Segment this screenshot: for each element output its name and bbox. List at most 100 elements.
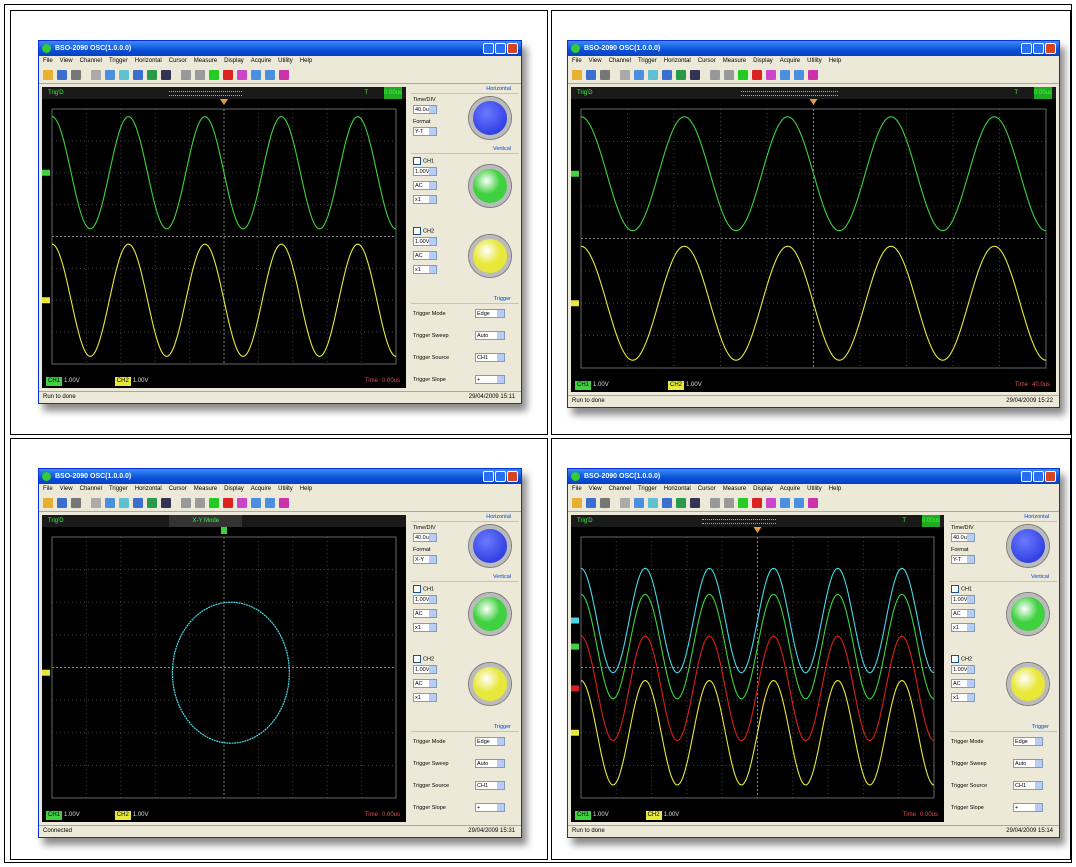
window-button[interactable] — [1045, 471, 1056, 482]
tool-button[interactable] — [724, 70, 734, 80]
menu-item[interactable]: Trigger — [109, 486, 128, 492]
tool-button[interactable] — [105, 70, 115, 80]
tool-button[interactable] — [620, 498, 630, 508]
select[interactable]: AC — [951, 679, 975, 688]
menu-item[interactable]: Channel — [609, 58, 631, 64]
menu-item[interactable]: Cursor — [169, 486, 187, 492]
menu-item[interactable]: Display — [224, 486, 244, 492]
volt-knob[interactable] — [469, 235, 511, 277]
select[interactable]: AC — [413, 251, 437, 260]
menu-item[interactable]: Display — [753, 486, 773, 492]
tool-button[interactable] — [91, 498, 101, 508]
select[interactable]: Edge — [1013, 737, 1043, 746]
tool-button[interactable] — [572, 70, 582, 80]
tool-button[interactable] — [752, 498, 762, 508]
tool-button[interactable] — [133, 70, 143, 80]
tool-button[interactable] — [648, 70, 658, 80]
tool-button[interactable] — [237, 498, 247, 508]
select[interactable]: AC — [413, 181, 437, 190]
menu-item[interactable]: Channel — [80, 58, 102, 64]
window-button[interactable] — [1033, 471, 1044, 482]
channel-check[interactable]: CH2 — [413, 655, 434, 663]
tool-button[interactable] — [808, 498, 818, 508]
window-button[interactable] — [1021, 43, 1032, 54]
volt-knob[interactable] — [1007, 663, 1049, 705]
menu-item[interactable]: Trigger — [638, 58, 657, 64]
tool-button[interactable] — [265, 498, 275, 508]
select[interactable]: x1 — [413, 195, 437, 204]
tool-button[interactable] — [57, 498, 67, 508]
menu-item[interactable]: Utility — [278, 486, 293, 492]
tool-button[interactable] — [586, 70, 596, 80]
tool-button[interactable] — [237, 70, 247, 80]
tool-button[interactable] — [161, 70, 171, 80]
tool-button[interactable] — [181, 498, 191, 508]
tool-button[interactable] — [634, 498, 644, 508]
select[interactable]: Edge — [475, 309, 505, 318]
menu-item[interactable]: View — [60, 58, 73, 64]
select[interactable]: x1 — [413, 693, 437, 702]
tool-button[interactable] — [808, 70, 818, 80]
menu-item[interactable]: Measure — [723, 58, 746, 64]
tool-button[interactable] — [676, 498, 686, 508]
tool-button[interactable] — [572, 498, 582, 508]
tool-button[interactable] — [738, 498, 748, 508]
tool-button[interactable] — [794, 70, 804, 80]
channel-check[interactable]: CH2 — [951, 655, 972, 663]
select[interactable]: CH1 — [1013, 781, 1043, 790]
window-button[interactable] — [507, 471, 518, 482]
select[interactable]: CH1 — [475, 353, 505, 362]
time-knob[interactable] — [469, 525, 511, 567]
menu-item[interactable]: Display — [224, 58, 244, 64]
tool-button[interactable] — [648, 498, 658, 508]
select[interactable]: + — [475, 803, 505, 812]
menu-item[interactable]: Measure — [723, 486, 746, 492]
tool-button[interactable] — [676, 70, 686, 80]
menu-item[interactable]: Acquire — [780, 58, 800, 64]
select[interactable]: 1.00V — [951, 595, 975, 604]
channel-check[interactable]: CH1 — [413, 585, 434, 593]
tool-button[interactable] — [147, 70, 157, 80]
select[interactable]: X-Y — [413, 555, 437, 564]
select[interactable]: 1.00V — [413, 595, 437, 604]
menu-item[interactable]: Display — [753, 58, 773, 64]
volt-knob[interactable] — [1007, 593, 1049, 635]
tool-button[interactable] — [586, 498, 596, 508]
select[interactable]: AC — [413, 609, 437, 618]
tool-button[interactable] — [195, 498, 205, 508]
select[interactable]: Auto — [475, 759, 505, 768]
tool-button[interactable] — [251, 70, 261, 80]
tool-button[interactable] — [265, 70, 275, 80]
tool-button[interactable] — [133, 498, 143, 508]
select[interactable]: x1 — [951, 623, 975, 632]
select[interactable]: Edge — [475, 737, 505, 746]
tool-button[interactable] — [161, 498, 171, 508]
tool-button[interactable] — [690, 498, 700, 508]
volt-knob[interactable] — [469, 663, 511, 705]
tool-button[interactable] — [279, 70, 289, 80]
select[interactable]: x1 — [413, 623, 437, 632]
tool-button[interactable] — [71, 498, 81, 508]
menu-item[interactable]: Trigger — [638, 486, 657, 492]
tool-button[interactable] — [223, 498, 233, 508]
channel-check[interactable]: CH1 — [951, 585, 972, 593]
menu-item[interactable]: Trigger — [109, 58, 128, 64]
tool-button[interactable] — [147, 498, 157, 508]
window-button[interactable] — [1021, 471, 1032, 482]
tool-button[interactable] — [710, 70, 720, 80]
tool-button[interactable] — [251, 498, 261, 508]
menu-item[interactable]: Acquire — [251, 58, 271, 64]
menu-item[interactable]: Horizontal — [135, 58, 162, 64]
menu-item[interactable]: Cursor — [698, 58, 716, 64]
select[interactable]: 1.00V — [413, 167, 437, 176]
select[interactable]: Auto — [1013, 759, 1043, 768]
select[interactable]: AC — [951, 609, 975, 618]
window-button[interactable] — [1045, 43, 1056, 54]
channel-check[interactable]: CH1 — [413, 157, 434, 165]
select[interactable]: 40.0us — [413, 105, 437, 114]
menu-item[interactable]: File — [572, 486, 582, 492]
menu-item[interactable]: File — [572, 58, 582, 64]
menu-item[interactable]: Acquire — [251, 486, 271, 492]
tool-button[interactable] — [766, 498, 776, 508]
select[interactable]: + — [475, 375, 505, 384]
